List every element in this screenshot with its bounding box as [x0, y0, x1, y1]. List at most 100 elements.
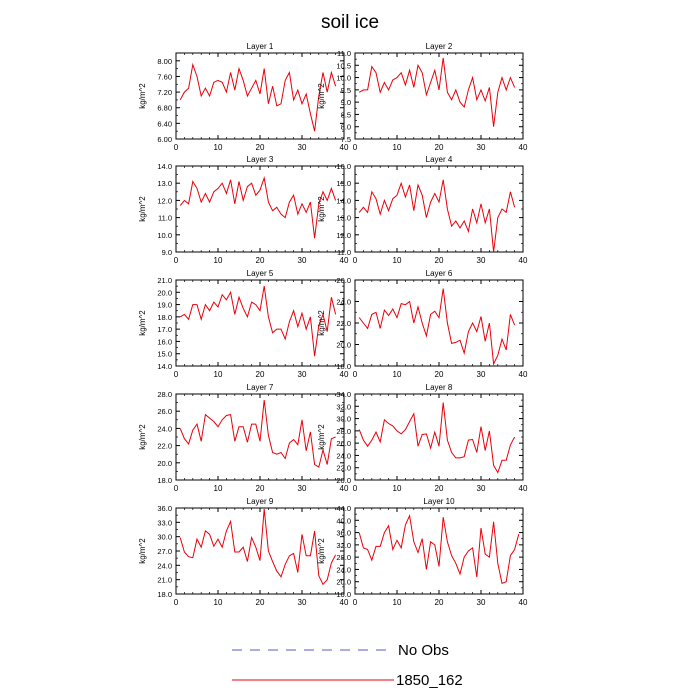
- legend: No Obs 1850_162: [232, 642, 463, 689]
- y-tick-label: 9.5: [341, 86, 351, 95]
- panel-7: Layer 7 kg/m^2 0 10 20 30 40 18.0 20.0 22.0 24.0 26…: [138, 383, 349, 493]
- panel-title: Layer 1: [247, 42, 274, 51]
- x-tick-label: 40: [519, 256, 528, 265]
- x-tick-label: 40: [519, 143, 528, 152]
- x-tick-label: 40: [519, 370, 528, 379]
- y-tick-label: 26.0: [157, 407, 172, 416]
- y-tick-label: 11.0: [158, 214, 172, 223]
- series-line-1850-162: [179, 508, 337, 586]
- y-tick-label: 16.0: [157, 337, 172, 346]
- series-line-1850-162: [179, 286, 337, 357]
- x-tick-label: 0: [174, 370, 179, 379]
- y-tick-label: 36.0: [336, 529, 351, 538]
- x-tick-label: 40: [340, 370, 349, 379]
- x-tick-label: 0: [353, 484, 358, 493]
- panel-8: Layer 8kg/m^20 10 20 30 4020.022.024.026.028…: [317, 383, 528, 493]
- series-line-1850-162: [179, 399, 336, 468]
- y-tick-label: 30.0: [336, 415, 351, 424]
- y-tick-label: 12.0: [336, 231, 351, 240]
- y-tick-label: 20.0: [336, 476, 351, 485]
- y-tick-label: 11.0: [337, 49, 351, 58]
- y-axis-label: kg/m^2: [317, 424, 326, 450]
- x-tick-label: 20: [256, 143, 265, 152]
- y-tick-label: 24.0: [157, 561, 172, 570]
- x-tick-label: 30: [298, 598, 307, 607]
- y-tick-label: 34.0: [336, 390, 351, 399]
- x-tick-label: 10: [393, 598, 402, 607]
- x-tick-label: 0: [353, 143, 358, 152]
- y-axis-label: kg/m^2: [138, 196, 147, 222]
- y-axis-label: kg/m^2: [317, 83, 326, 109]
- y-axis-label: kg/m^2: [138, 424, 147, 450]
- y-tick-label: 8.00: [157, 57, 172, 66]
- panel-3: Layer 3 kg/m^2 0 10 20 30 40 9.0 10.0 11.0 12.0 13.…: [138, 155, 349, 265]
- y-tick-label: 28.0: [336, 427, 351, 436]
- panel-title: Layer 2: [426, 42, 453, 51]
- x-tick-label: 10: [214, 256, 223, 265]
- y-axis-label: kg/m^2: [317, 196, 326, 222]
- y-tick-label: 17.0: [157, 325, 172, 334]
- y-tick-label: 24.0: [336, 451, 351, 460]
- panel-1: Layer 1 kg/m^2 0 10 20 30 40 6.00 6.40 6.80 7.20 7.…: [138, 42, 349, 152]
- y-tick-label: 33.0: [157, 518, 172, 527]
- x-tick-label: 0: [174, 598, 179, 607]
- y-tick-label: 12.0: [157, 196, 172, 205]
- x-tick-label: 0: [353, 370, 358, 379]
- plot-frame: [354, 279, 524, 367]
- y-tick-label: 21.0: [157, 276, 172, 285]
- y-axis-label: kg/m^2: [138, 538, 147, 564]
- x-tick-label: 20: [435, 484, 444, 493]
- x-tick-label: 40: [340, 143, 349, 152]
- x-tick-label: 10: [214, 143, 223, 152]
- x-tick-label: 10: [393, 143, 402, 152]
- panel-title: Layer 4: [426, 155, 453, 164]
- y-tick-label: 7.5: [341, 135, 351, 144]
- x-tick-label: 30: [298, 256, 307, 265]
- panel-title: Layer 9: [247, 497, 274, 506]
- series-line-1850-162: [358, 288, 516, 366]
- y-tick-label: 24.0: [157, 424, 172, 433]
- y-tick-label: 22.0: [336, 319, 351, 328]
- x-tick-label: 30: [477, 143, 486, 152]
- series-line-1850-162: [179, 62, 337, 132]
- x-tick-label: 30: [298, 484, 307, 493]
- plot-frame: [354, 165, 524, 253]
- y-tick-label: 30.0: [157, 533, 172, 542]
- y-tick-label: 8.5: [341, 110, 351, 119]
- y-tick-label: 26.0: [336, 276, 351, 285]
- panel-grid: Layer 1 kg/m^2 0 10 20 30 40 6.00 6.40 6.80 7.20 7.…: [138, 42, 528, 607]
- x-tick-label: 30: [477, 256, 486, 265]
- panel-title: Layer 5: [247, 269, 274, 278]
- panel-5: Layer 5 kg/m^2 0 10 20 30 40 14.0 15.0 16.0 17.0 18…: [138, 269, 349, 379]
- panel-title: Layer 10: [423, 497, 455, 506]
- y-tick-label: 26.0: [336, 439, 351, 448]
- x-tick-label: 10: [393, 484, 402, 493]
- x-tick-label: 10: [214, 598, 223, 607]
- y-tick-label: 21.0: [157, 576, 172, 585]
- y-tick-label: 10.5: [336, 61, 351, 70]
- series-line-1850-162: [358, 513, 520, 584]
- panel-9: Layer 9 kg/m^2 0 10 20 30 40 18.0 21.0 24.0 27.0 30…: [138, 497, 349, 607]
- x-tick-label: 20: [435, 370, 444, 379]
- y-tick-label: 22.0: [157, 442, 172, 451]
- x-tick-label: 20: [435, 598, 444, 607]
- y-tick-label: 16.0: [336, 162, 351, 171]
- x-tick-label: 40: [340, 256, 349, 265]
- y-tick-label: 32.0: [336, 402, 351, 411]
- y-tick-label: 13.0: [157, 179, 172, 188]
- y-tick-label: 7.60: [157, 72, 172, 81]
- x-tick-label: 20: [256, 484, 265, 493]
- y-tick-label: 28.0: [336, 553, 351, 562]
- x-tick-label: 10: [393, 256, 402, 265]
- y-axis-label: kg/m^2: [317, 538, 326, 564]
- x-tick-label: 0: [353, 598, 358, 607]
- y-axis-label: kg/m^2: [138, 83, 147, 109]
- y-tick-label: 18.0: [157, 313, 172, 322]
- y-tick-label: 9.0: [341, 98, 351, 107]
- y-tick-label: 11.0: [337, 248, 351, 257]
- figure-title: soil ice: [321, 12, 379, 33]
- panel-2: Layer 2kg/m^20 10 20 30 407.58.08.59.09.510.…: [317, 42, 528, 152]
- x-tick-label: 30: [477, 484, 486, 493]
- y-tick-label: 40.0: [336, 516, 351, 525]
- x-tick-label: 0: [174, 484, 179, 493]
